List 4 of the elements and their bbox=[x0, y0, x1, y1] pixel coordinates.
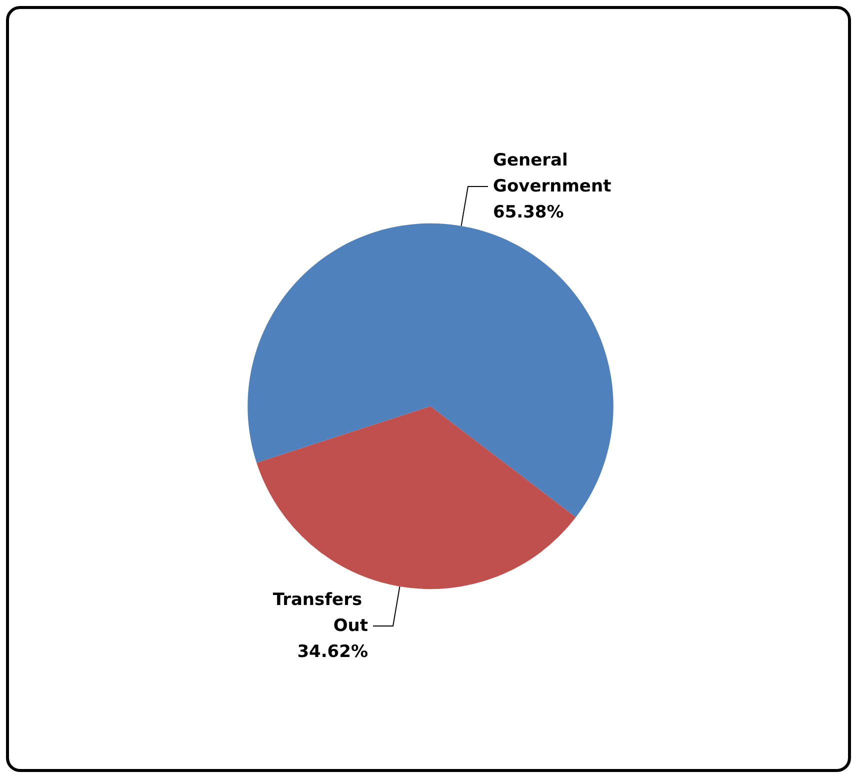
data-label: 34.62% bbox=[297, 642, 368, 662]
slice-label: General Government bbox=[492, 150, 612, 197]
data-label: 65.38% bbox=[492, 202, 564, 223]
slice-label: Transfers Out bbox=[272, 590, 368, 636]
